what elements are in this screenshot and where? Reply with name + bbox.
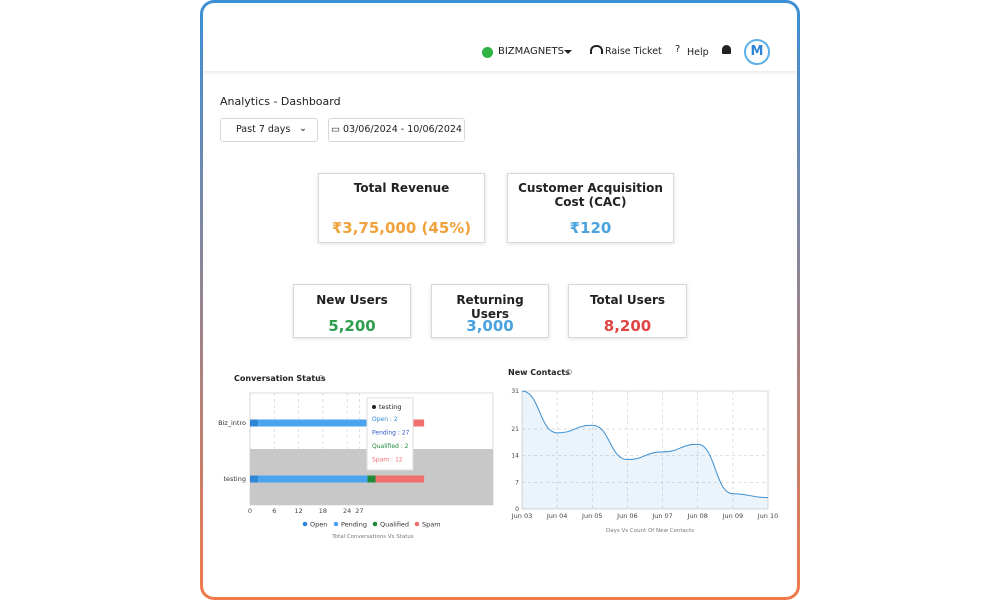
x-tick-label: Jun 03 xyxy=(511,512,533,520)
chevron: ⌄ xyxy=(299,123,307,134)
tooltip-line: Spam : 12 xyxy=(372,457,403,464)
x-tick-label: 6 xyxy=(272,507,276,515)
help-icon: ? xyxy=(675,44,681,55)
plot-frame xyxy=(521,390,769,510)
date-range[interactable]: ▭ 03/06/2024 - 10/06/2024 xyxy=(328,118,465,142)
tooltip-line: Pending : 27 xyxy=(372,430,410,437)
bar-segment xyxy=(367,475,376,483)
x-tick-label: 12 xyxy=(294,507,302,515)
bar-segment xyxy=(250,475,259,483)
range-select[interactable]: Past 7 days ⌄ xyxy=(220,118,318,142)
x-tick-label: 0 xyxy=(248,507,252,515)
kpi-card: Returning Users 3,000 xyxy=(431,284,549,338)
help[interactable]: Help xyxy=(687,47,709,58)
legend-label: Pending xyxy=(341,521,367,529)
header: BIZMAGNETS Raise Ticket ? Help M xyxy=(203,3,797,71)
tooltip-title: testing xyxy=(379,403,402,411)
kpi-card: Total Users 8,200 xyxy=(568,284,687,338)
legend-label: Open xyxy=(310,521,327,529)
x-tick-label: Jun 08 xyxy=(686,512,708,520)
chart-caption: Total Conversations Vs Status xyxy=(331,534,414,540)
range-text: Past 7 days xyxy=(236,124,291,135)
y-tick-label: 31 xyxy=(511,388,519,395)
y-tick-label: 21 xyxy=(511,426,519,433)
legend-label: Spam xyxy=(422,521,441,529)
dashboard-card: BIZMAGNETS Raise Ticket ? Help M Analyti… xyxy=(200,0,800,600)
bar-segment xyxy=(258,419,368,427)
tooltip-line: Open : 2 xyxy=(372,416,398,423)
legend-swatch xyxy=(414,521,420,527)
chart-caption: Days Vs Count Of New Contacts xyxy=(606,528,694,534)
legend-label: Qualified xyxy=(380,521,409,529)
kpi-label: Total Revenue xyxy=(353,181,450,195)
avatar[interactable]: M xyxy=(744,39,770,65)
kpi-label: Returning Users xyxy=(456,293,524,321)
chart-title: Conversation Status xyxy=(234,374,326,383)
info-icon xyxy=(566,369,572,375)
x-tick-label: Jun 09 xyxy=(722,512,744,520)
y-tick-label: 14 xyxy=(511,453,519,460)
tooltip xyxy=(366,397,414,471)
kpi-card: New Users 5,200 xyxy=(293,284,411,338)
kpi-label: Total Users xyxy=(589,293,666,307)
kpi-value: 3,000 xyxy=(466,317,514,335)
user-icon xyxy=(372,405,376,409)
bar-segment xyxy=(250,419,259,427)
legend-swatch xyxy=(333,521,339,527)
caret xyxy=(564,50,572,58)
y-tick-label: 0 xyxy=(515,506,519,513)
x-tick-label: Jun 10 xyxy=(757,512,779,520)
x-tick-label: 27 xyxy=(355,507,363,515)
brand[interactable]: BIZMAGNETS xyxy=(498,46,564,57)
x-tick-label: Jun 07 xyxy=(651,512,673,520)
kpi-value: 5,200 xyxy=(328,317,376,335)
legend-swatch xyxy=(372,521,378,527)
x-tick-label: 18 xyxy=(319,507,327,515)
y-tick-label: 7 xyxy=(515,479,519,486)
bar-segment xyxy=(258,475,368,483)
x-tick-label: 24 xyxy=(343,507,351,515)
info-icon xyxy=(318,375,324,381)
x-tick-label: Jun 06 xyxy=(616,512,638,520)
kpi-card: Customer Acquisition Cost (CAC) ₹120 xyxy=(507,173,674,243)
line xyxy=(521,390,769,499)
chart-title: New Contacts xyxy=(508,368,570,377)
x-tick-label: Jun 05 xyxy=(581,512,603,520)
bell-icon[interactable] xyxy=(722,45,731,54)
date-text: 03/06/2024 - 10/06/2024 xyxy=(343,124,462,135)
whatsapp-icon xyxy=(482,47,493,58)
kpi-label: Customer Acquisition Cost (CAC) xyxy=(518,181,663,209)
y-tick-label: testing xyxy=(223,475,246,483)
x-tick-label: Jun 04 xyxy=(546,512,568,520)
kpi-label: New Users xyxy=(316,293,388,307)
area xyxy=(522,391,768,509)
kpi-value: 8,200 xyxy=(603,317,652,335)
legend-swatch xyxy=(302,521,308,527)
kpi-value: ₹120 xyxy=(569,219,612,237)
tooltip-line: Qualified : 2 xyxy=(372,443,409,450)
headset-icon xyxy=(590,45,603,54)
y-tick-label: Biz_intro xyxy=(218,419,246,427)
bar-segment xyxy=(375,475,425,483)
page-title: Analytics - Dashboard xyxy=(220,95,341,108)
raise-ticket[interactable]: Raise Ticket xyxy=(605,46,662,57)
kpi-value: ₹3,75,000 (45%) xyxy=(331,219,472,237)
kpi-card: Total Revenue ₹3,75,000 (45%) xyxy=(318,173,485,243)
